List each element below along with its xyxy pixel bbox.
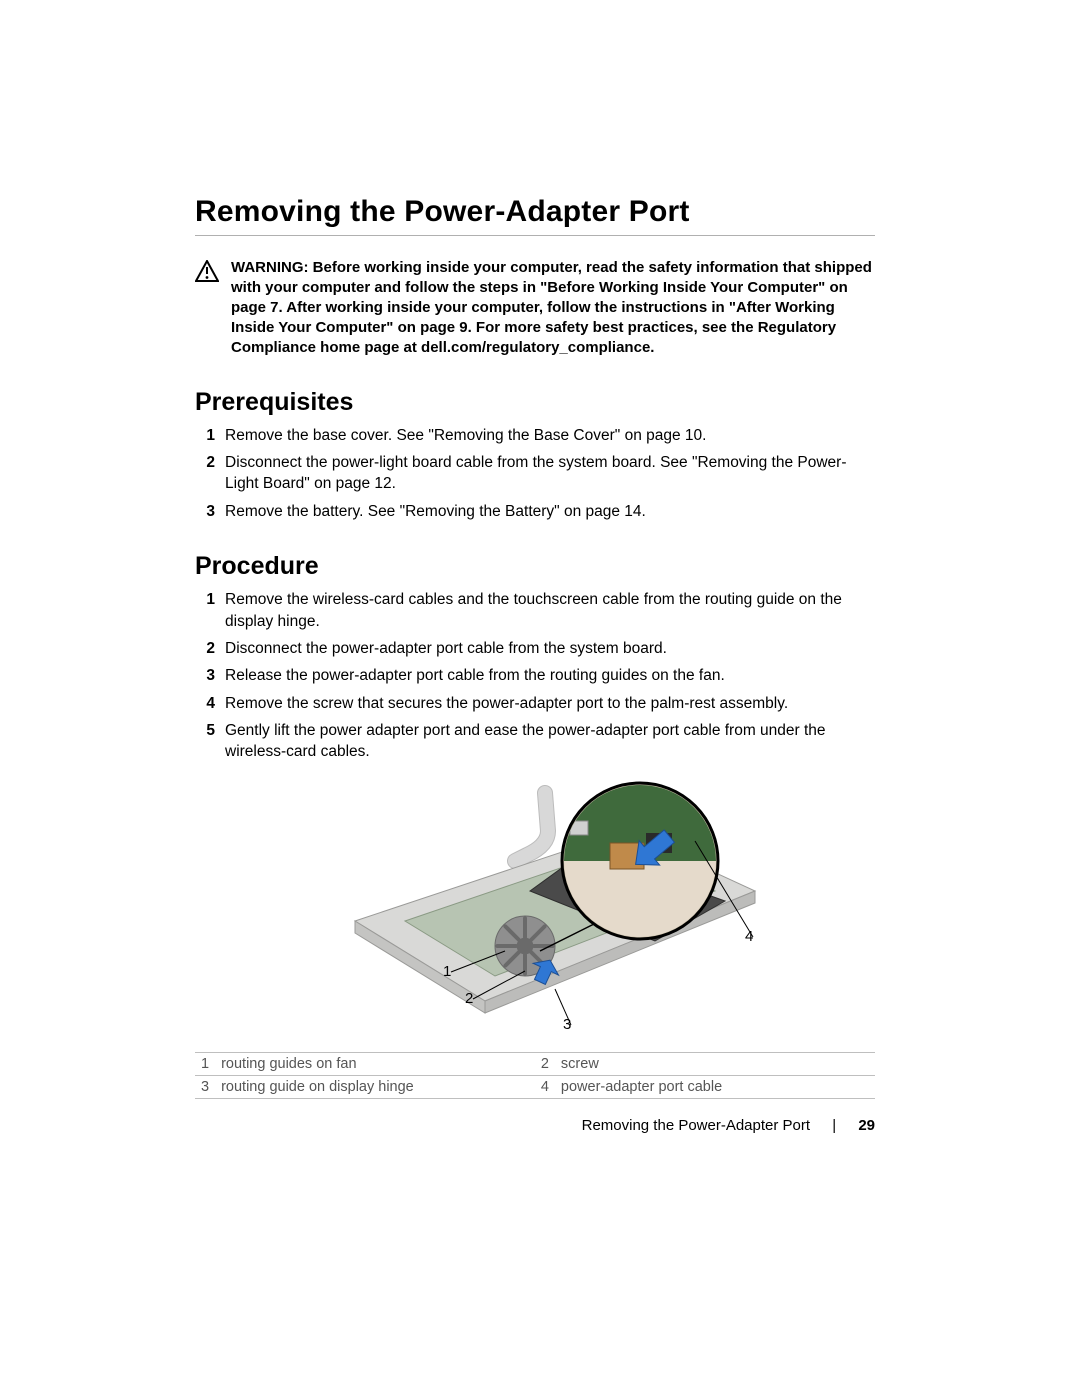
page-footer: Removing the Power-Adapter Port | 29 <box>195 1117 875 1134</box>
legend-key: 4 <box>535 1075 555 1098</box>
svg-text:2: 2 <box>465 990 473 1007</box>
legend-label: power-adapter port cable <box>555 1075 875 1098</box>
list-item: Gently lift the power adapter port and e… <box>195 720 875 763</box>
legend-key: 3 <box>195 1075 215 1098</box>
table-row: 1 routing guides on fan 2 screw <box>195 1052 875 1075</box>
procedure-heading: Procedure <box>195 552 875 581</box>
list-item: Remove the battery. See "Removing the Ba… <box>195 501 875 522</box>
legend-label: screw <box>555 1052 875 1075</box>
legend-key: 2 <box>535 1052 555 1075</box>
list-item: Disconnect the power-light board cable f… <box>195 452 875 495</box>
list-item: Disconnect the power-adapter port cable … <box>195 638 875 659</box>
prerequisites-list: Remove the base cover. See "Removing the… <box>195 425 875 523</box>
svg-text:3: 3 <box>563 1016 571 1033</box>
warning-text: WARNING: Before working inside your comp… <box>231 258 875 358</box>
list-item: Remove the wireless-card cables and the … <box>195 589 875 632</box>
legend-label: routing guides on fan <box>215 1052 535 1075</box>
document-page: Removing the Power-Adapter Port WARNING:… <box>0 0 1080 1397</box>
svg-text:4: 4 <box>745 928 753 945</box>
procedure-list: Remove the wireless-card cables and the … <box>195 589 875 763</box>
prerequisites-heading: Prerequisites <box>195 388 875 417</box>
list-item: Remove the base cover. See "Removing the… <box>195 425 875 446</box>
page-title: Removing the Power-Adapter Port <box>195 195 875 236</box>
legend-label: routing guide on display hinge <box>215 1075 535 1098</box>
warning-block: WARNING: Before working inside your comp… <box>195 258 875 358</box>
footer-separator: | <box>832 1117 836 1134</box>
warning-icon <box>195 260 219 282</box>
svg-text:1: 1 <box>443 963 451 980</box>
list-item: Release the power-adapter port cable fro… <box>195 665 875 686</box>
diagram-container: 12 3 4 <box>195 771 875 1046</box>
list-item: Remove the screw that secures the power-… <box>195 693 875 714</box>
table-row: 3 routing guide on display hinge 4 power… <box>195 1075 875 1098</box>
legend-key: 1 <box>195 1052 215 1075</box>
footer-page-number: 29 <box>858 1117 875 1134</box>
procedure-diagram: 12 3 4 <box>295 771 775 1046</box>
diagram-legend-table: 1 routing guides on fan 2 screw 3 routin… <box>195 1052 875 1099</box>
footer-section: Removing the Power-Adapter Port <box>582 1117 810 1134</box>
